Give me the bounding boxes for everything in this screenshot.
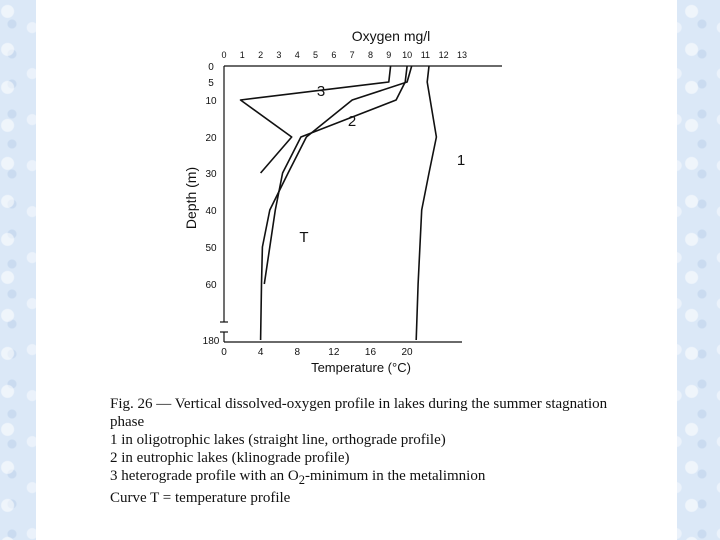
curve-label-s3: 3 — [317, 83, 325, 100]
top-tick-label: 11 — [421, 50, 430, 60]
chart: Oxygen mg/l0 1 2 3 4 5 6 7 8 9 10 11 12 1305102030405… — [183, 28, 502, 375]
y-tick-label: 40 — [205, 206, 217, 217]
bottom-tick-label: 20 — [402, 347, 414, 358]
y-tick-label: 5 — [208, 78, 214, 89]
y-tick-label: 30 — [205, 169, 217, 180]
top-axis-label: Oxygen mg/l — [352, 28, 431, 44]
top-tick-label: 10 — [402, 50, 412, 60]
curve-label-t: T — [299, 229, 308, 246]
top-tick-label: 8 — [368, 50, 373, 60]
chart-labels: Oxygen mg/l0 1 2 3 4 5 6 7 8 9 10 11 12 1305102030405… — [183, 28, 467, 375]
bottom-tick-label: 12 — [328, 347, 340, 358]
figure-panel: Oxygen mg/l 0 1 2 3 4 5 6 7 8 9 10 11 12 13 0 5 10 20 30 40 5… — [36, 0, 677, 540]
top-tick-label: 5 — [313, 50, 318, 60]
series-line-T — [259, 65, 413, 341]
caption-line-5-sub: 2 — [298, 473, 305, 487]
y-tick-label: 0 — [208, 62, 214, 73]
top-tick-label: 12 — [439, 50, 449, 60]
top-tick-label: 0 — [221, 50, 226, 60]
caption-line-5: 3 heterograde profile with an O2-minimum… — [110, 467, 690, 489]
caption-line-6: Curve T = temperature profile — [110, 490, 291, 506]
top-tick-label: 4 — [295, 50, 300, 60]
caption-line-1: Fig. 26 — Vertical dissolved-oxygen prof… — [110, 396, 608, 412]
top-tick-label: 1 — [240, 50, 245, 60]
curve-label-s2: 2 — [348, 113, 356, 130]
y-tick-label: 20 — [205, 133, 217, 144]
top-tick-label: 7 — [350, 50, 355, 60]
top-tick-label: 13 — [457, 50, 467, 60]
y-tick-label: 10 — [205, 96, 217, 107]
series-line-1 — [415, 65, 438, 341]
top-tick-label: 3 — [276, 50, 281, 60]
caption-line-2: phase — [110, 414, 145, 430]
y-tick-label: 50 — [205, 243, 217, 254]
bottom-axis-label: Temperature (°C) — [311, 360, 411, 375]
top-tick-label: 2 — [258, 50, 263, 60]
bottom-tick-label: 8 — [294, 347, 300, 358]
chart-axes — [220, 65, 502, 343]
y-tick-label: 180 — [203, 336, 220, 347]
bottom-tick-label: 4 — [258, 347, 264, 358]
y-tick-label: 60 — [205, 280, 217, 291]
caption-line-5-pre: 3 heterograde profile with an O — [110, 468, 299, 484]
y-axis-label: Depth (m) — [183, 167, 199, 229]
top-tick-label: 9 — [386, 50, 391, 60]
series-line-3 — [239, 65, 392, 174]
series-line-2 — [263, 65, 408, 285]
curve-label-s1: 1 — [457, 152, 465, 169]
caption-line-4: 2 in eutrophic lakes (klinograde profile… — [110, 450, 350, 466]
bottom-tick-label: 0 — [221, 347, 227, 358]
figure-caption: Fig. 26 — Vertical dissolved-oxygen prof… — [110, 395, 690, 507]
caption-line-3: 1 in oligotrophic lakes (straight line, … — [110, 432, 446, 448]
top-tick-label: 6 — [331, 50, 336, 60]
bottom-tick-label: 16 — [365, 347, 377, 358]
chart-series — [239, 65, 438, 341]
caption-line-5-post: -minimum in the metalimnion — [304, 468, 486, 484]
